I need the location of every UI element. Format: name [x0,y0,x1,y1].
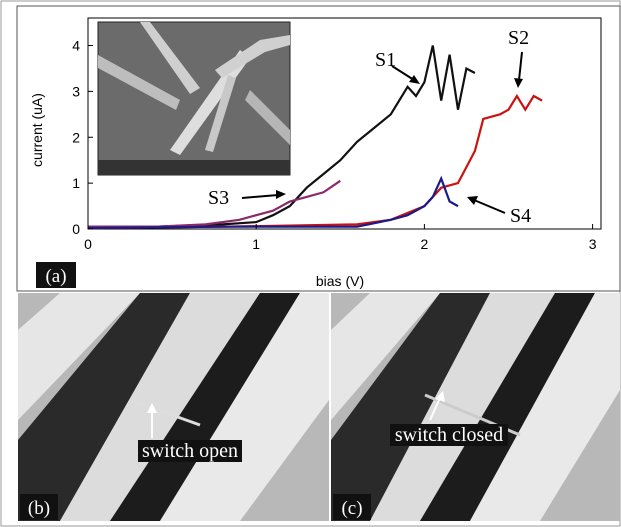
y-tick-label: 2 [72,129,80,145]
image-c [331,293,620,521]
x-tick-label: 3 [589,236,597,252]
image-b [18,293,329,521]
y-axis-label: current (uA) [29,93,45,167]
y-tick-label: 4 [72,38,80,54]
x-tick-label: 1 [252,236,260,252]
x-axis-label: bias (V) [316,273,364,289]
inset-image [98,22,290,175]
panel-label: (b) [28,498,50,519]
callout-open: switch open [142,440,238,462]
panel-label: (c) [341,498,362,519]
y-tick-label: 3 [72,83,80,99]
x-tick-label: 2 [420,236,428,252]
series-label: S4 [510,205,531,227]
y-tick-label: 0 [72,221,80,237]
series-label: S1 [375,49,396,71]
y-tick-label: 1 [72,175,80,191]
figure: switch open switch closed (a) (b) (c) S1… [0,0,621,527]
panel-label: (a) [45,266,66,287]
x-tick-label: 0 [84,236,92,252]
series-label: S3 [208,187,229,209]
callout-closed: switch closed [395,424,503,446]
series-label: S2 [508,27,529,49]
